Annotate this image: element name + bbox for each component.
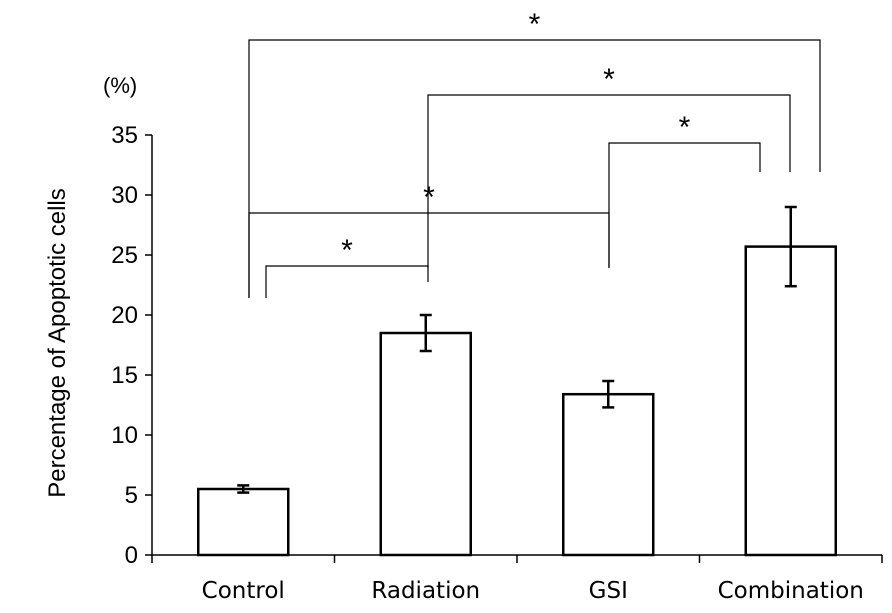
- significance-bracket: *: [265, 234, 429, 298]
- bar-control: [197, 487, 290, 557]
- significance-bracket: *: [248, 8, 821, 298]
- category-label: Combination: [718, 578, 864, 604]
- significance-star: *: [679, 111, 691, 144]
- significance-star: *: [423, 181, 435, 214]
- significance-star: *: [341, 234, 353, 267]
- y-axis-title: Percentage of Apoptotic cells: [44, 188, 71, 498]
- significance-bracket: *: [427, 63, 791, 282]
- bar-radiation: [379, 331, 472, 557]
- y-tick-label: 30: [111, 182, 138, 209]
- y-unit-label: (%): [103, 73, 137, 98]
- y-tick-label: 5: [125, 482, 138, 509]
- y-tick-label: 20: [111, 302, 138, 329]
- y-tick-label: 10: [111, 422, 138, 449]
- category-label: Control: [202, 578, 285, 604]
- significance-star: *: [603, 63, 615, 96]
- category-label: GSI: [589, 578, 628, 604]
- significance-bracket: *: [248, 181, 610, 298]
- y-tick-label: 35: [111, 122, 138, 149]
- y-tick-label: 15: [111, 362, 138, 389]
- significance-bracket: *: [608, 111, 761, 268]
- significance-star: *: [529, 8, 541, 41]
- category-label: Radiation: [371, 578, 480, 604]
- bar-gsi: [562, 392, 655, 557]
- y-tick-label: 0: [125, 542, 138, 569]
- y-tick-label: 25: [111, 242, 138, 269]
- bar-combination: [744, 245, 837, 557]
